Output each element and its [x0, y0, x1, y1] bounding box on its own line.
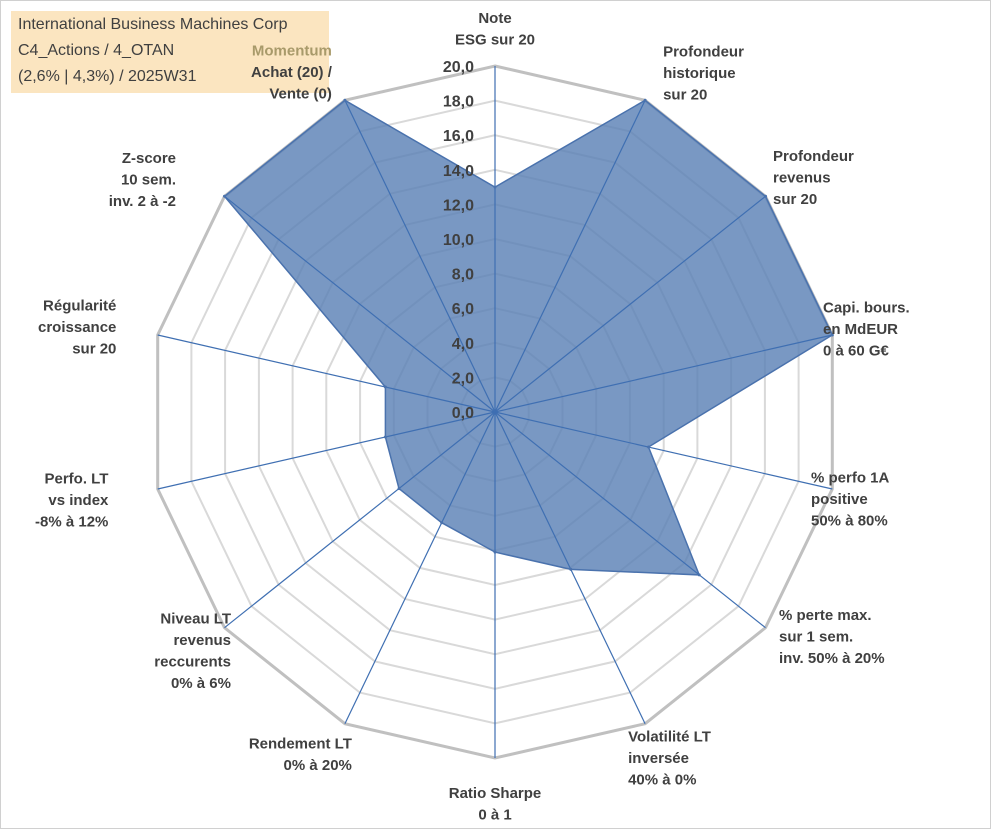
- axis-spoke: [494, 334, 833, 413]
- axis-label: Note ESG sur 20: [455, 10, 535, 49]
- axis-spoke: [344, 100, 496, 413]
- data-point: [383, 435, 387, 439]
- axis-label-line: reccurents: [154, 653, 231, 670]
- axis-label-line: Régularité: [43, 298, 116, 315]
- data-point: [764, 194, 767, 198]
- axis-label-line: % perte max.: [779, 607, 872, 624]
- axis-label-line: 40% à 0%: [628, 772, 696, 789]
- tick-label: 12,0: [443, 197, 474, 214]
- axis-spoke: [494, 100, 646, 413]
- axis-label: Ratio Sharpe 0 à 1: [449, 785, 542, 824]
- data-area: [223, 99, 834, 576]
- axis-label-line: vs index: [48, 492, 109, 509]
- axis-label-line: sur 20: [773, 191, 817, 208]
- data-point: [830, 333, 834, 337]
- axis-label-line: historique: [663, 65, 736, 82]
- axis-label: Rendement LT 0% à 20%: [249, 735, 352, 774]
- tick-label: 16,0: [443, 128, 474, 145]
- axis-label: % perte max. sur 1 sem. inv. 50% à 20%: [779, 607, 885, 667]
- axis-label-line: 0% à 6%: [171, 675, 231, 692]
- axis-label-line: inversée: [628, 750, 689, 767]
- axis-label-line: Capi. bours.: [823, 300, 910, 317]
- axis-label-line: inv. 50% à 20%: [779, 650, 885, 667]
- axis-label: Momentum Achat (20) / Vente (0): [251, 42, 333, 102]
- data-point: [643, 98, 647, 102]
- axis-label-line: revenus: [773, 169, 831, 186]
- data-point: [569, 567, 573, 571]
- axis-spoke: [494, 411, 833, 490]
- axis-label-line: sur 1 sem.: [779, 629, 853, 646]
- axis-label-line: 0% à 20%: [284, 757, 352, 774]
- data-point: [493, 550, 497, 554]
- tick-label: 14,0: [443, 163, 474, 180]
- axis-spoke: [494, 195, 766, 413]
- data-point: [383, 385, 387, 389]
- tick-label: 4,0: [452, 336, 474, 353]
- axis-label-line: Z-score: [122, 150, 176, 167]
- axis-spoke: [157, 334, 496, 413]
- axis-label-line: croissance: [38, 319, 116, 336]
- tick-label: 2,0: [452, 370, 474, 387]
- axis-label-line: 10 sem.: [121, 171, 176, 188]
- data-point: [697, 573, 701, 577]
- axis-label: Régularité croissance sur 20: [38, 298, 116, 358]
- tick-label: 18,0: [443, 94, 474, 111]
- axis-label: Profondeur revenus sur 20: [773, 148, 854, 208]
- axis-spoke: [157, 411, 496, 490]
- data-point: [397, 487, 401, 491]
- axis-label-line: 0 à 60 G€: [823, 343, 890, 360]
- data-point: [493, 185, 497, 189]
- data-point: [647, 445, 650, 449]
- axis-spoke: [494, 411, 646, 724]
- data-point: [223, 194, 226, 198]
- axis-label-line: Volatilité LT: [628, 729, 711, 746]
- tick-label: 20,0: [443, 59, 474, 76]
- tick-label: 6,0: [452, 301, 474, 318]
- axis-label-line: Niveau LT: [160, 610, 231, 627]
- axis-label-line: % perfo 1A: [811, 470, 890, 487]
- axis-spoke: [494, 411, 766, 629]
- axis-label: Z-score 10 sem. inv. 2 à -2: [109, 150, 176, 210]
- axis-label: Profondeur historique sur 20: [663, 43, 744, 103]
- axis-label-line: -8% à 12%: [35, 514, 108, 531]
- axis-label-line: Rendement LT: [249, 735, 352, 752]
- axis-label-line: Profondeur: [663, 43, 744, 60]
- axis-label-line: sur 20: [663, 86, 707, 103]
- category-label: C4_Actions / 4_OTAN: [18, 42, 175, 59]
- tick-label: 0,0: [452, 405, 474, 422]
- axis-label-line: revenus: [173, 632, 231, 649]
- tick-label: 8,0: [452, 267, 474, 284]
- axis-spoke: [224, 411, 496, 629]
- axis-label-line: 50% à 80%: [811, 513, 888, 530]
- axis-label: Capi. bours. en MdEUR 0 à 60 G€: [823, 300, 910, 360]
- axis-label: Perfo. LT vs index -8% à 12%: [35, 471, 109, 531]
- axis-label-line: ESG sur 20: [455, 32, 535, 49]
- axis-label: Volatilité LT inversée 40% à 0%: [628, 729, 711, 789]
- axis-label-line: sur 20: [72, 341, 116, 358]
- axis-label-line: Vente (0): [269, 85, 332, 102]
- axis-spoke: [344, 411, 496, 724]
- axis-label-line: Momentum: [252, 42, 332, 59]
- axis-label: % perfo 1A positive 50% à 80%: [811, 470, 890, 530]
- company-name: International Business Machines Corp: [18, 16, 288, 33]
- info-box: International Business Machines Corp C4_…: [11, 11, 329, 93]
- axis-label-line: Achat (20) /: [251, 64, 333, 81]
- tick-label: 10,0: [443, 232, 474, 249]
- data-point: [343, 98, 347, 102]
- axis-label-line: 0 à 1: [478, 807, 511, 824]
- axis-label-line: Note: [478, 10, 511, 27]
- axis-label: Niveau LT revenus reccurents 0% à 6%: [154, 610, 231, 692]
- axis-label-line: Profondeur: [773, 148, 854, 165]
- data-point: [440, 521, 444, 525]
- axis-label-line: Ratio Sharpe: [449, 785, 542, 802]
- axis-label-line: en MdEUR: [823, 321, 898, 338]
- axis-label-line: Perfo. LT: [45, 471, 109, 488]
- axis-label-line: inv. 2 à -2: [109, 193, 176, 210]
- stats-label: (2,6% | 4,3%) / 2025W31: [18, 68, 197, 85]
- axis-label-line: positive: [811, 491, 868, 508]
- axis-spoke: [224, 195, 496, 413]
